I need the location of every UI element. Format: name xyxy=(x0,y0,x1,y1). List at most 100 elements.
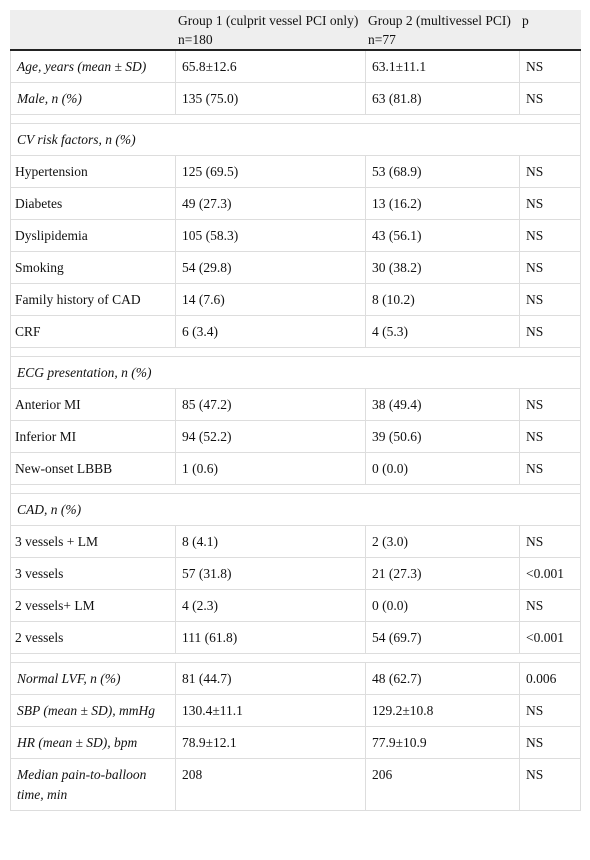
cell: 57 (31.8) xyxy=(175,557,366,590)
cell: 1 (0.6) xyxy=(175,452,366,485)
cell: NS xyxy=(519,219,581,252)
cell: NS xyxy=(519,187,581,220)
cell: <0.001 xyxy=(519,557,581,590)
row-label: 2 vessels xyxy=(10,621,176,654)
table-row: Male, n (%) 135 (75.0) 63 (81.8) NS xyxy=(10,82,581,115)
cell: 6 (3.4) xyxy=(175,315,366,348)
row-label: Family history of CAD xyxy=(10,283,176,316)
spacer-row xyxy=(10,114,581,124)
cell: NS xyxy=(519,420,581,453)
cell: NS xyxy=(519,726,581,759)
cell: NS xyxy=(519,694,581,727)
table-row: HR (mean ± SD), bpm 78.9±12.1 77.9±10.9 NS xyxy=(10,726,581,759)
table-row: 3 vessels 57 (31.8) 21 (27.3) <0.001 xyxy=(10,557,581,590)
row-label: Normal LVF, n (%) xyxy=(10,662,176,695)
cell: 4 (5.3) xyxy=(365,315,520,348)
cell: 125 (69.5) xyxy=(175,155,366,188)
cell: 0 (0.0) xyxy=(365,589,520,622)
cell: 21 (27.3) xyxy=(365,557,520,590)
spacer-row xyxy=(10,484,581,494)
cell: 14 (7.6) xyxy=(175,283,366,316)
table-row: 2 vessels+ LM 4 (2.3) 0 (0.0) NS xyxy=(10,589,581,622)
cell: 54 (69.7) xyxy=(365,621,520,654)
cell: 38 (49.4) xyxy=(365,388,520,421)
table-row: Smoking 54 (29.8) 30 (38.2) NS xyxy=(10,251,581,284)
section-row: ECG presentation, n (%) xyxy=(10,356,581,389)
cell: NS xyxy=(519,251,581,284)
header-cell xyxy=(10,10,176,51)
data-table: Group 1 (culprit vessel PCI only) n=180 … xyxy=(10,10,581,811)
row-label: SBP (mean ± SD), mmHg xyxy=(10,694,176,727)
header-cell: Group 1 (culprit vessel PCI only) n=180 xyxy=(175,10,366,51)
cell: 85 (47.2) xyxy=(175,388,366,421)
row-label: Hypertension xyxy=(10,155,176,188)
table-row: Inferior MI 94 (52.2) 39 (50.6) NS xyxy=(10,420,581,453)
table-row: Dyslipidemia 105 (58.3) 43 (56.1) NS xyxy=(10,219,581,252)
cell: 54 (29.8) xyxy=(175,251,366,284)
cell: <0.001 xyxy=(519,621,581,654)
spacer-cell xyxy=(10,347,581,357)
spacer-cell xyxy=(10,653,581,663)
table-row: Family history of CAD 14 (7.6) 8 (10.2) NS xyxy=(10,283,581,316)
cell: 63.1±11.1 xyxy=(365,49,520,83)
cell: 94 (52.2) xyxy=(175,420,366,453)
table-row: Age, years (mean ± SD) 65.8±12.6 63.1±11.1… xyxy=(10,49,581,83)
cell: 130.4±11.1 xyxy=(175,694,366,727)
cell: NS xyxy=(519,758,581,811)
cell: NS xyxy=(519,525,581,558)
header-row: Group 1 (culprit vessel PCI only) n=180 … xyxy=(10,10,581,51)
row-label: Male, n (%) xyxy=(10,82,176,115)
table-body: Age, years (mean ± SD) 65.8±12.6 63.1±11.1… xyxy=(10,49,581,811)
cell: 8 (10.2) xyxy=(365,283,520,316)
table-row: Hypertension 125 (69.5) 53 (68.9) NS xyxy=(10,155,581,188)
cell: 81 (44.7) xyxy=(175,662,366,695)
row-label: HR (mean ± SD), bpm xyxy=(10,726,176,759)
cell: 63 (81.8) xyxy=(365,82,520,115)
cell: 105 (58.3) xyxy=(175,219,366,252)
table-head: Group 1 (culprit vessel PCI only) n=180 … xyxy=(10,10,581,51)
row-label: Inferior MI xyxy=(10,420,176,453)
cell: NS xyxy=(519,452,581,485)
row-label: Median pain-to-balloon time, min xyxy=(10,758,176,811)
row-label: Dyslipidemia xyxy=(10,219,176,252)
cell: NS xyxy=(519,49,581,83)
cell: 78.9±12.1 xyxy=(175,726,366,759)
cell: NS xyxy=(519,82,581,115)
cell: 129.2±10.8 xyxy=(365,694,520,727)
cell: 206 xyxy=(365,758,520,811)
cell: 39 (50.6) xyxy=(365,420,520,453)
cell: 208 xyxy=(175,758,366,811)
cell: 53 (68.9) xyxy=(365,155,520,188)
row-label: 3 vessels + LM xyxy=(10,525,176,558)
cell: 48 (62.7) xyxy=(365,662,520,695)
header-cell: p xyxy=(519,10,581,51)
row-label: 3 vessels xyxy=(10,557,176,590)
table-row: 3 vessels + LM 8 (4.1) 2 (3.0) NS xyxy=(10,525,581,558)
section-title: CV risk factors, n (%) xyxy=(10,123,581,156)
cell: 0.006 xyxy=(519,662,581,695)
cell: 30 (38.2) xyxy=(365,251,520,284)
cell: NS xyxy=(519,155,581,188)
row-label: Diabetes xyxy=(10,187,176,220)
cell: 65.8±12.6 xyxy=(175,49,366,83)
row-label: 2 vessels+ LM xyxy=(10,589,176,622)
table-row: Normal LVF, n (%) 81 (44.7) 48 (62.7) 0.006 xyxy=(10,662,581,695)
cell: 13 (16.2) xyxy=(365,187,520,220)
cell: NS xyxy=(519,388,581,421)
cell: NS xyxy=(519,589,581,622)
cell: 4 (2.3) xyxy=(175,589,366,622)
cell: 2 (3.0) xyxy=(365,525,520,558)
cell: NS xyxy=(519,315,581,348)
table-row: Median pain-to-balloon time, min 208 206 NS xyxy=(10,758,581,811)
section-row: CAD, n (%) xyxy=(10,493,581,526)
spacer-cell xyxy=(10,484,581,494)
cell: 135 (75.0) xyxy=(175,82,366,115)
section-title: CAD, n (%) xyxy=(10,493,581,526)
cell: NS xyxy=(519,283,581,316)
row-label: Anterior MI xyxy=(10,388,176,421)
header-cell: Group 2 (multivessel PCI) n=77 xyxy=(365,10,520,51)
table-row: SBP (mean ± SD), mmHg 130.4±11.1 129.2±10.… xyxy=(10,694,581,727)
cell: 49 (27.3) xyxy=(175,187,366,220)
table-row: CRF 6 (3.4) 4 (5.3) NS xyxy=(10,315,581,348)
